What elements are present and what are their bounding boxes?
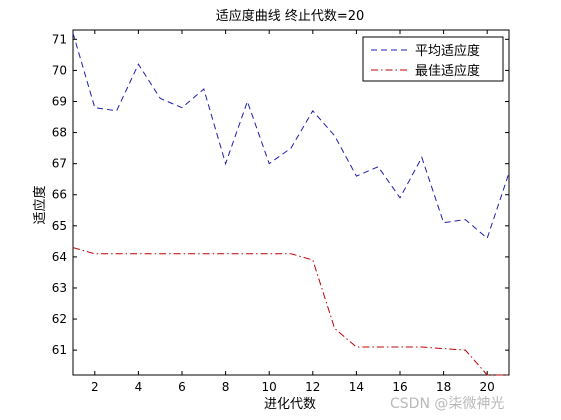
plot-area — [72, 29, 510, 376]
y-tick-label: 70 — [52, 63, 67, 77]
x-tick-label: 18 — [436, 380, 451, 394]
y-tick-label: 68 — [52, 126, 67, 140]
chart-title: 适应度曲线 终止代数=20 — [216, 8, 365, 24]
x-tick-label: 6 — [178, 380, 186, 394]
legend: 平均适应度 最佳适应度 — [362, 36, 504, 82]
x-tick-label: 20 — [480, 380, 495, 394]
legend-label-best: 最佳适应度 — [415, 63, 480, 79]
series-line-average-fitness — [72, 32, 510, 240]
y-tick-label: 66 — [52, 188, 67, 202]
x-tick-label: 10 — [262, 380, 277, 394]
x-tick-label: 2 — [91, 380, 99, 394]
legend-box — [362, 36, 504, 82]
watermark-text: CSDN @柒微神光 — [390, 396, 505, 412]
y-tick-label: 61 — [52, 343, 67, 357]
x-tick-label: 8 — [222, 380, 230, 394]
x-tick-label: 14 — [349, 380, 364, 394]
y-tick-label: 62 — [52, 312, 67, 326]
y-tick-label: 63 — [52, 281, 67, 295]
x-tick-label: 4 — [135, 380, 143, 394]
y-tick-label: 71 — [52, 32, 67, 46]
x-tick-label: 12 — [305, 380, 320, 394]
x-tick-label: 16 — [392, 380, 407, 394]
y-tick-label: 69 — [52, 94, 67, 108]
legend-label-avg: 平均适应度 — [415, 43, 480, 59]
x-axis-label: 进化代数 — [264, 397, 316, 412]
y-axis-label: 适应度 — [32, 185, 48, 224]
data-series — [72, 32, 510, 376]
series-line-best-fitness — [72, 247, 509, 376]
y-tick-label: 64 — [52, 250, 67, 264]
y-tick-label: 67 — [52, 157, 67, 171]
y-tick-label: 65 — [52, 219, 67, 233]
